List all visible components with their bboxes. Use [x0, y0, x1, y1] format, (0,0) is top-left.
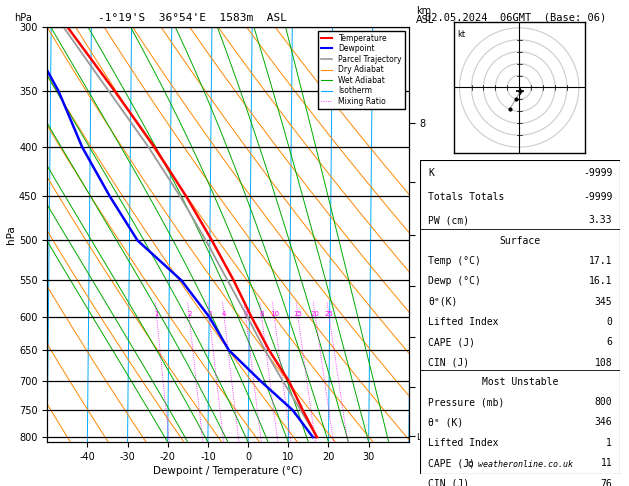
Text: Totals Totals: Totals Totals: [428, 191, 504, 202]
Text: 3: 3: [207, 311, 211, 317]
Text: 16.1: 16.1: [589, 277, 612, 286]
Text: 25: 25: [325, 311, 333, 317]
Text: Dewp (°C): Dewp (°C): [428, 277, 481, 286]
Text: 800: 800: [594, 397, 612, 407]
Text: 8: 8: [259, 311, 264, 317]
Text: 76: 76: [601, 479, 612, 486]
FancyBboxPatch shape: [420, 160, 620, 474]
Text: 20: 20: [311, 311, 320, 317]
Text: -1°19'S  36°54'E  1583m  ASL: -1°19'S 36°54'E 1583m ASL: [98, 13, 287, 22]
Text: 0: 0: [606, 317, 612, 327]
Text: Temp (°C): Temp (°C): [428, 256, 481, 266]
Text: θᵉ(K): θᵉ(K): [428, 297, 457, 307]
Text: K: K: [428, 168, 434, 178]
Text: 02.05.2024  06GMT  (Base: 06): 02.05.2024 06GMT (Base: 06): [425, 12, 606, 22]
Text: 3.33: 3.33: [589, 215, 612, 225]
Text: © weatheronline.co.uk: © weatheronline.co.uk: [468, 460, 572, 469]
Text: ASL: ASL: [416, 15, 435, 25]
Text: CAPE (J): CAPE (J): [428, 337, 475, 347]
Text: 346: 346: [594, 417, 612, 427]
Text: 6: 6: [606, 337, 612, 347]
Text: 345: 345: [594, 297, 612, 307]
Text: km: km: [416, 6, 431, 17]
Text: 2: 2: [187, 311, 191, 317]
Text: 11: 11: [601, 458, 612, 468]
X-axis label: Dewpoint / Temperature (°C): Dewpoint / Temperature (°C): [153, 466, 303, 476]
Text: 4: 4: [222, 311, 226, 317]
Text: -9999: -9999: [583, 168, 612, 178]
Text: 10: 10: [270, 311, 279, 317]
Text: CIN (J): CIN (J): [428, 479, 469, 486]
Text: -9999: -9999: [583, 191, 612, 202]
Legend: Temperature, Dewpoint, Parcel Trajectory, Dry Adiabat, Wet Adiabat, Isotherm, Mi: Temperature, Dewpoint, Parcel Trajectory…: [318, 31, 405, 109]
Text: Pressure (mb): Pressure (mb): [428, 397, 504, 407]
Y-axis label: hPa: hPa: [6, 225, 16, 244]
Text: 6: 6: [243, 311, 248, 317]
Text: Lifted Index: Lifted Index: [428, 438, 499, 448]
Text: CIN (J): CIN (J): [428, 358, 469, 368]
Text: 1: 1: [154, 311, 159, 317]
Text: CAPE (J): CAPE (J): [428, 458, 475, 468]
Text: 15: 15: [294, 311, 303, 317]
Text: 17.1: 17.1: [589, 256, 612, 266]
Text: LCL: LCL: [416, 433, 431, 442]
Text: Most Unstable: Most Unstable: [482, 377, 559, 387]
Text: kt: kt: [457, 30, 465, 39]
Text: 108: 108: [594, 358, 612, 368]
Text: Surface: Surface: [499, 236, 541, 245]
Text: Lifted Index: Lifted Index: [428, 317, 499, 327]
Text: 1: 1: [606, 438, 612, 448]
Text: PW (cm): PW (cm): [428, 215, 469, 225]
Text: hPa: hPa: [14, 13, 33, 22]
Text: Mixing Ratio (g/kg): Mixing Ratio (g/kg): [455, 191, 464, 278]
Text: θᵉ (K): θᵉ (K): [428, 417, 464, 427]
